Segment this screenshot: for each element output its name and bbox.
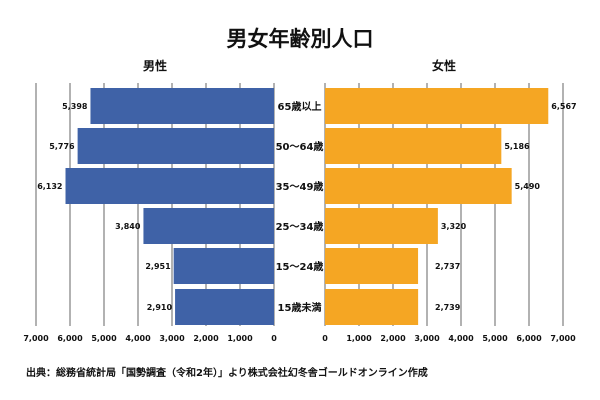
bar-male: [143, 208, 274, 244]
bar-male: [77, 128, 274, 164]
bar-female: [325, 289, 419, 325]
x-tick-left: 3,000: [159, 334, 185, 343]
source-note: 出典：総務省統計局「国勢調査（令和2年）」より株式会社幻冬舎ゴールドオンライン作…: [26, 366, 428, 379]
bar-male: [175, 289, 274, 325]
data-label-male: 6,132: [37, 182, 62, 191]
data-label-male: 2,951: [145, 262, 171, 271]
bar-male: [173, 248, 274, 284]
x-tick-left: 2,000: [193, 334, 219, 343]
x-tick-right: 4,000: [448, 334, 474, 343]
chart-title: 男女年齢別人口: [227, 27, 374, 51]
data-label-male: 5,776: [49, 142, 75, 151]
x-tick-right: 5,000: [482, 334, 508, 343]
bar-male: [90, 88, 274, 124]
category-label: 50〜64歳: [276, 140, 324, 153]
x-tick-left: 1,000: [227, 334, 253, 343]
legend-female: 女性: [432, 58, 456, 73]
data-label-female: 2,737: [435, 262, 460, 271]
data-label-female: 3,320: [441, 222, 467, 231]
bar-male: [65, 168, 275, 204]
category-label: 15歳未満: [278, 301, 322, 314]
x-tick-left: 5,000: [91, 334, 117, 343]
bar-female: [325, 168, 512, 204]
bar-female: [325, 208, 438, 244]
data-label-male: 2,910: [147, 303, 173, 312]
legend-male: 男性: [143, 58, 167, 73]
data-label-female: 5,490: [515, 182, 541, 191]
category-label: 15〜24歳: [276, 260, 324, 273]
bar-female: [325, 248, 419, 284]
x-tick-right: 7,000: [550, 334, 576, 343]
category-label: 65歳以上: [278, 100, 322, 113]
data-label-female: 6,567: [551, 102, 576, 111]
bar-female: [325, 128, 502, 164]
x-tick-left: 7,000: [23, 334, 49, 343]
x-tick-right: 6,000: [516, 334, 542, 343]
category-label: 35〜49歳: [276, 180, 324, 193]
bar-female: [325, 88, 549, 124]
x-tick-right: 1,000: [346, 334, 372, 343]
data-label-male: 3,840: [115, 222, 141, 231]
category-label: 25〜34歳: [276, 220, 324, 233]
x-tick-right: 0: [322, 334, 328, 343]
x-tick-right: 2,000: [380, 334, 406, 343]
data-label-female: 2,739: [435, 303, 461, 312]
x-tick-left: 0: [271, 334, 277, 343]
data-label-female: 5,186: [504, 142, 530, 151]
x-tick-right: 3,000: [414, 334, 440, 343]
x-tick-left: 4,000: [125, 334, 151, 343]
data-label-male: 5,398: [62, 102, 88, 111]
x-tick-left: 6,000: [57, 334, 83, 343]
